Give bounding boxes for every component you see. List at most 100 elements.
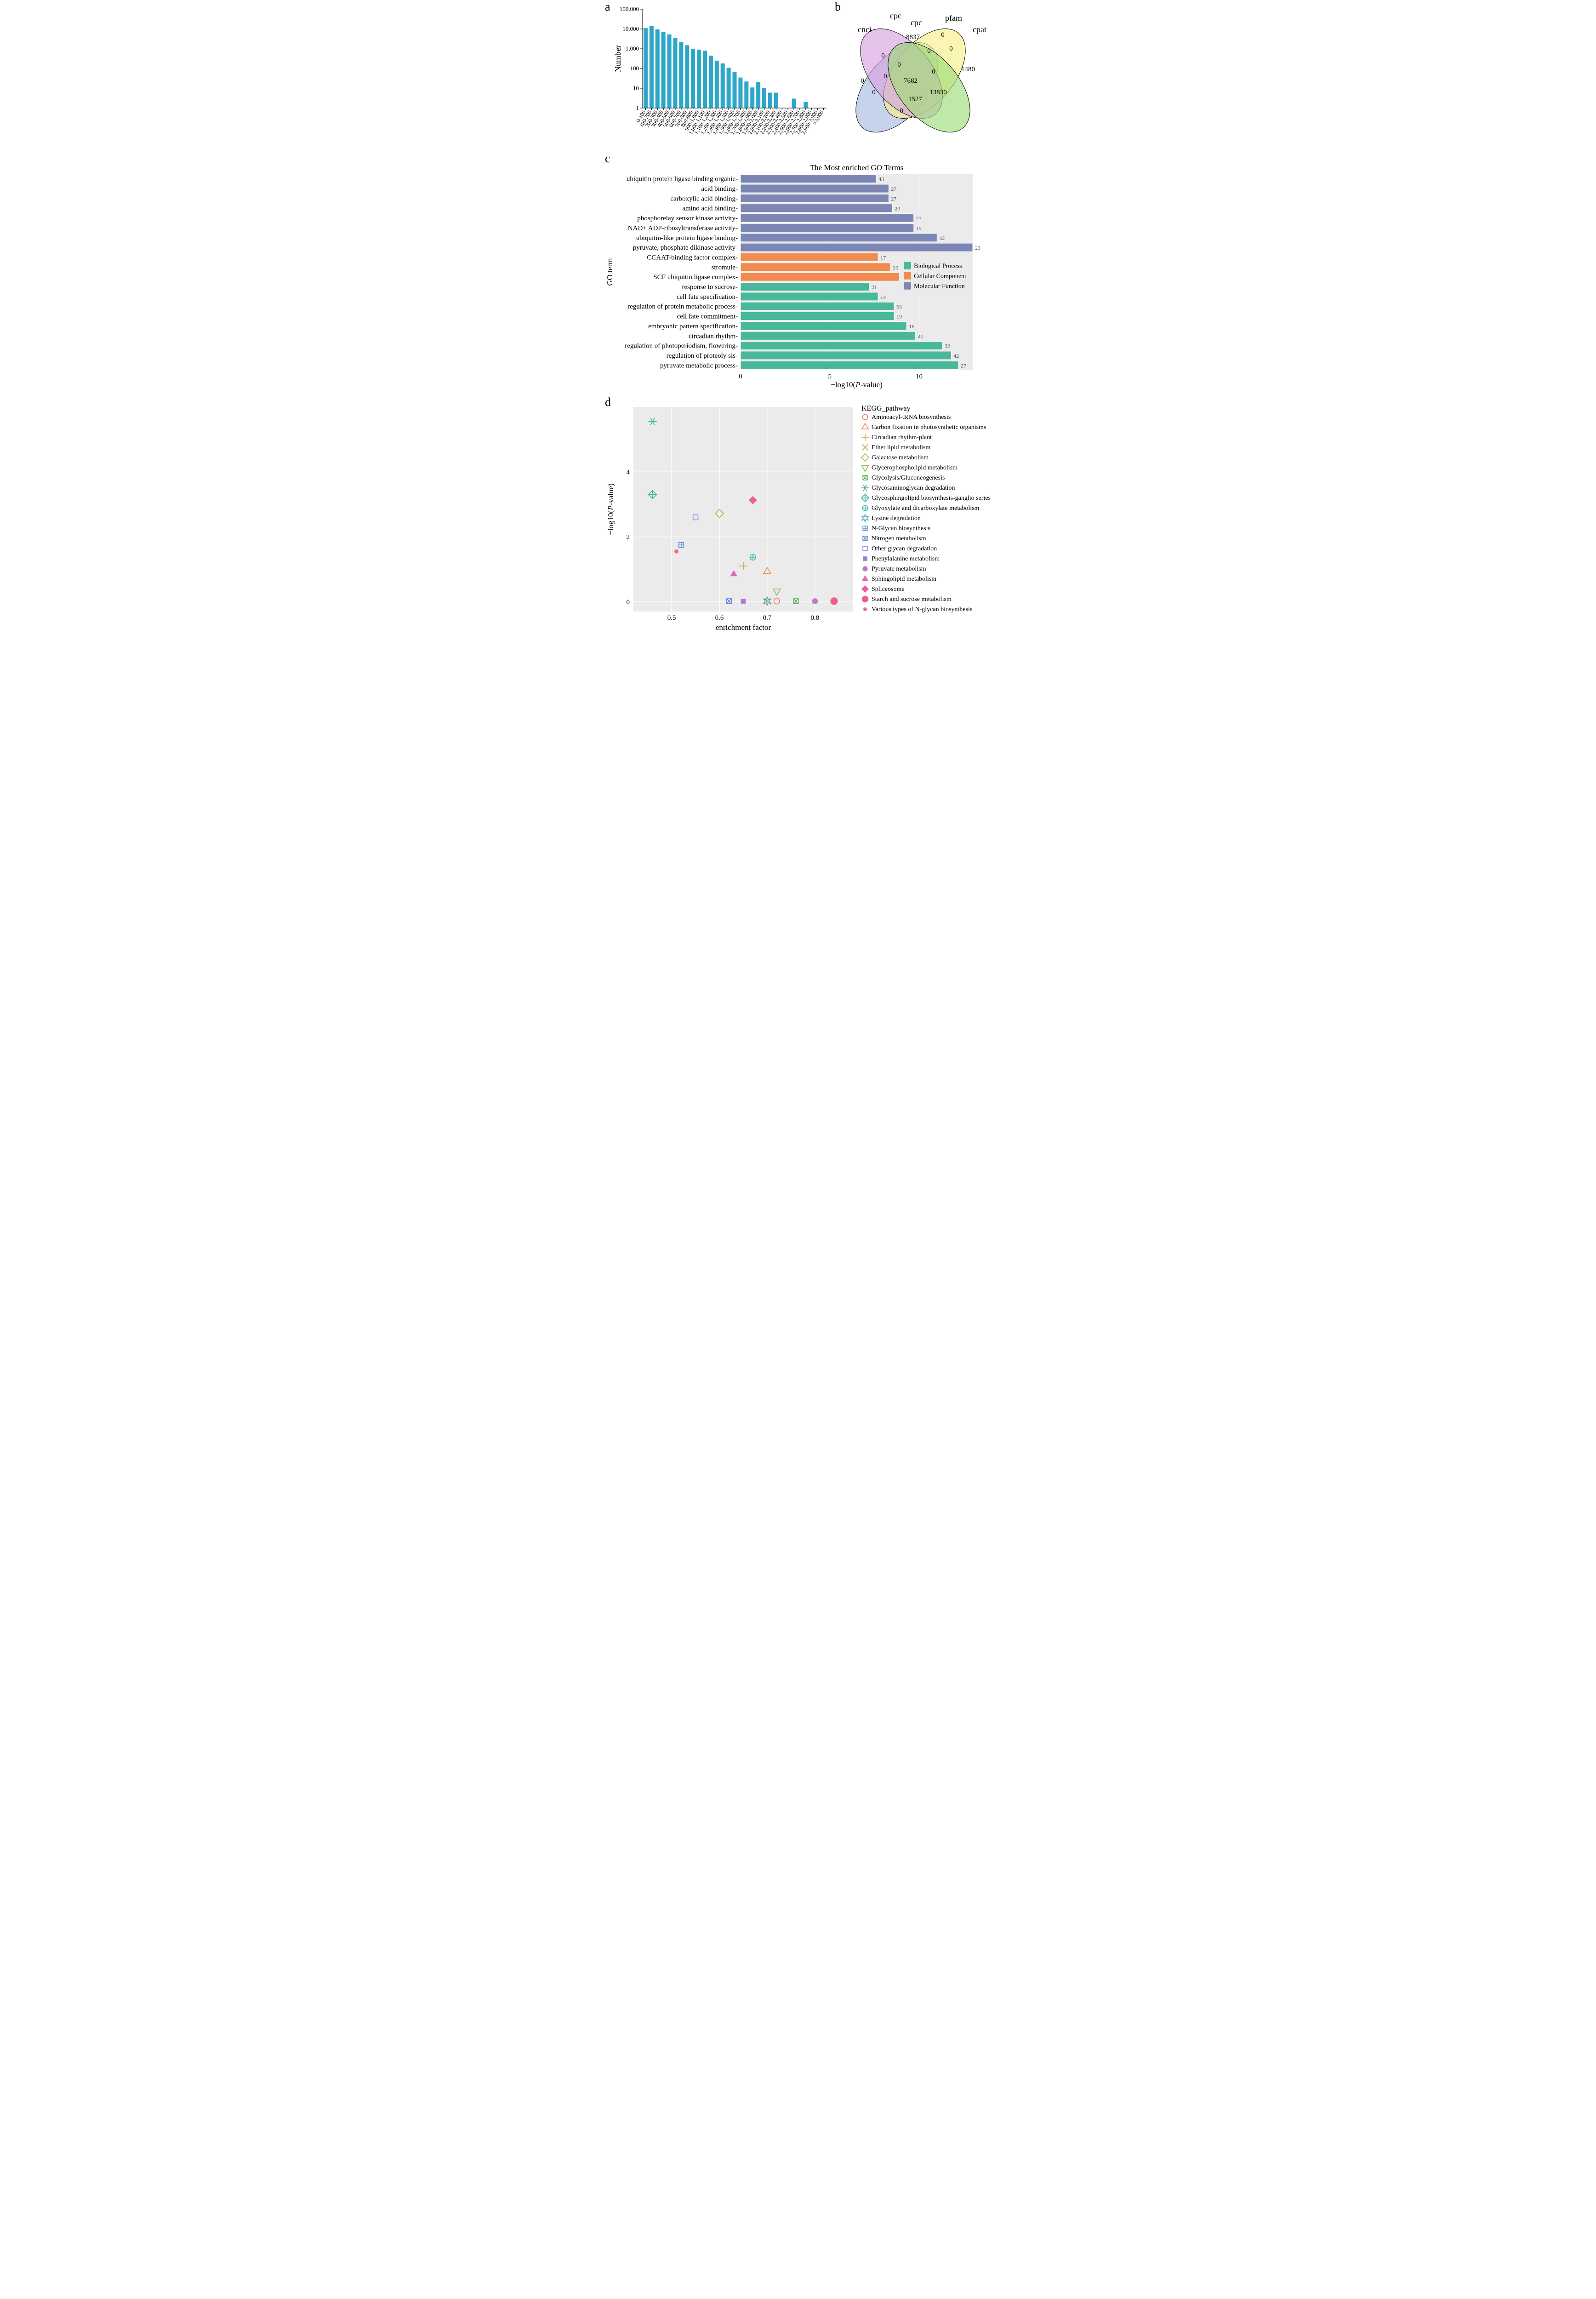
- svg-text:embryonic pattern specificatio: embryonic pattern specification-: [648, 323, 738, 330]
- svg-text:100: 100: [630, 65, 639, 72]
- svg-text:0: 0: [861, 77, 864, 85]
- svg-text:Aminoacyl-tRNA biosynthesis: Aminoacyl-tRNA biosynthesis: [872, 414, 951, 421]
- svg-text:NAD+ ADP-ribosyltransferase ac: NAD+ ADP-ribosyltransferase activity-: [628, 224, 738, 232]
- svg-text:32: 32: [945, 343, 950, 349]
- svg-text:20: 20: [895, 206, 900, 212]
- svg-text:ubiquitin-like protein ligase: ubiquitin-like protein ligase binding-: [636, 234, 738, 242]
- svg-text:KEGG_pathway: KEGG_pathway: [861, 405, 911, 412]
- svg-text:100,000: 100,000: [620, 6, 639, 12]
- svg-text:1527: 1527: [908, 96, 923, 103]
- svg-text:16: 16: [909, 323, 914, 330]
- svg-text:20: 20: [893, 264, 898, 271]
- svg-text:21: 21: [872, 284, 877, 291]
- svg-text:0: 0: [627, 599, 630, 606]
- svg-text:Phenylalanine metabolism: Phenylalanine metabolism: [872, 555, 940, 562]
- panel-b-venn: cncicpccpcpfamcpat0883701480000001383000…: [830, 5, 1000, 147]
- svg-text:response to sucrose-: response to sucrose-: [682, 284, 738, 291]
- svg-text:Circadian rhythm-plant: Circadian rhythm-plant: [872, 434, 932, 441]
- svg-text:8837: 8837: [906, 34, 920, 41]
- panel-d-chart: 0.5 0.6 0.7 0.8 0 2 4 enrichment factor −log10(P…: [605, 400, 991, 635]
- svg-text:10: 10: [633, 85, 639, 92]
- svg-text:Glycolysis/Gluconeogenesis: Glycolysis/Gluconeogenesis: [872, 475, 945, 481]
- svg-text:Various types of N-glycan bios: Various types of N-glycan biosynthesis: [872, 606, 972, 613]
- svg-text:0.8: 0.8: [810, 614, 819, 622]
- svg-text:stromule-: stromule-: [712, 264, 738, 271]
- svg-text:Sphingolipid metabolism: Sphingolipid metabolism: [872, 576, 936, 583]
- svg-text:−log10(P-value): −log10(P-value): [831, 380, 883, 389]
- svg-text:14: 14: [880, 294, 886, 300]
- svg-text:42: 42: [953, 353, 959, 359]
- svg-text:19: 19: [916, 225, 922, 231]
- svg-text:Molecular Function: Molecular Function: [914, 283, 965, 290]
- svg-text:10: 10: [916, 373, 923, 380]
- svg-text:Starch and sucrose metabolism: Starch and sucrose metabolism: [872, 596, 952, 603]
- svg-text:7682: 7682: [904, 77, 918, 85]
- svg-text:Cellular Component: Cellular Component: [914, 273, 966, 280]
- svg-text:0: 0: [941, 31, 945, 39]
- svg-text:0.5: 0.5: [667, 614, 676, 622]
- panel-c-chart: 0510ubiquitin protein ligase binding org…: [605, 161, 991, 391]
- svg-text:43: 43: [878, 176, 884, 183]
- svg-text:acid binding-: acid binding-: [701, 185, 738, 193]
- svg-text:27: 27: [961, 362, 966, 369]
- svg-text:pyruvate, phosphate dikinase a: pyruvate, phosphate dikinase activity-: [633, 244, 738, 252]
- panel-a-label: a: [605, 0, 610, 14]
- svg-text:0: 0: [872, 89, 876, 96]
- svg-text:Glycosaminoglycan degradation: Glycosaminoglycan degradation: [872, 485, 955, 492]
- svg-text:10,000: 10,000: [622, 25, 639, 32]
- svg-text:N-Glycan biosynthesis: N-Glycan biosynthesis: [872, 525, 930, 532]
- svg-text:regulation of proteoly sis-: regulation of proteoly sis-: [667, 352, 738, 360]
- svg-text:17: 17: [880, 254, 886, 261]
- svg-text:cnci: cnci: [858, 25, 872, 34]
- svg-text:Carbon fixation in photosynthe: Carbon fixation in photosynthetic organi…: [872, 424, 986, 431]
- svg-text:0: 0: [739, 373, 742, 380]
- svg-text:0: 0: [927, 47, 931, 55]
- svg-text:41: 41: [918, 333, 923, 339]
- svg-text:−log10(P-value): −log10(P-value): [606, 483, 615, 535]
- svg-text:CCAAT-binding factor complex-: CCAAT-binding factor complex-: [647, 254, 738, 261]
- svg-text:23: 23: [916, 215, 922, 222]
- svg-text:regulation of protein metaboli: regulation of protein metabolic process-: [627, 303, 738, 310]
- svg-text:ubiquitin protein ligase bindi: ubiquitin protein ligase binding organic…: [627, 176, 738, 183]
- svg-text:carboxylic acid binding-: carboxylic acid binding-: [670, 195, 738, 202]
- svg-text:amino acid binding-: amino acid binding-: [682, 205, 738, 212]
- svg-text:1,000: 1,000: [626, 45, 639, 52]
- panel-a-chart: 1101001,00010,000100,0000-100100-200200-…: [614, 5, 830, 152]
- svg-text:23: 23: [975, 245, 980, 251]
- svg-text:Glyoxylate and dicarboxylate m: Glyoxylate and dicarboxylate metabolism: [872, 505, 980, 512]
- svg-text:1480: 1480: [961, 66, 975, 73]
- svg-text:pfam: pfam: [945, 13, 962, 23]
- svg-text:Glycerophospholipid metabolism: Glycerophospholipid metabolism: [872, 464, 958, 471]
- svg-text:4: 4: [627, 469, 630, 476]
- svg-text:0.6: 0.6: [715, 614, 724, 622]
- svg-text:27: 27: [891, 195, 896, 202]
- svg-text:circadian rhythm-: circadian rhythm-: [689, 332, 738, 340]
- svg-text:pyruvate metabolic process-: pyruvate metabolic process-: [660, 362, 738, 369]
- svg-text:phosphorelay sensor kinase act: phosphorelay sensor kinase activity-: [637, 215, 738, 222]
- svg-text:Nitrogen metabolism: Nitrogen metabolism: [872, 535, 926, 542]
- svg-text:65: 65: [896, 303, 902, 310]
- svg-text:Biological Process: Biological Process: [914, 263, 962, 270]
- svg-text:GO term: GO term: [605, 258, 614, 286]
- svg-text:0: 0: [949, 45, 953, 52]
- svg-text:enrichment factor: enrichment factor: [716, 623, 771, 632]
- svg-text:Ether lipid metabolism: Ether lipid metabolism: [872, 444, 930, 451]
- svg-text:Glycosphingolipid biosynthesis: Glycosphingolipid biosynthesis-ganglio s…: [872, 495, 991, 502]
- svg-text:19: 19: [896, 314, 902, 320]
- svg-text:cpc: cpc: [911, 18, 922, 27]
- svg-text:cell fate commitment-: cell fate commitment-: [677, 313, 738, 320]
- svg-text:Number: Number: [614, 45, 622, 72]
- svg-text:1: 1: [636, 104, 639, 111]
- svg-text:cpat: cpat: [973, 25, 986, 34]
- svg-text:27: 27: [891, 186, 896, 192]
- svg-text:0: 0: [897, 61, 901, 69]
- svg-text:regulation of photoperiodism,: regulation of photoperiodism, flowering-: [625, 343, 738, 350]
- svg-text:2: 2: [627, 534, 630, 541]
- svg-text:42: 42: [939, 235, 945, 241]
- svg-text:0.7: 0.7: [763, 614, 772, 622]
- svg-text:0: 0: [881, 52, 885, 59]
- svg-text:cell fate specification-: cell fate specification-: [677, 293, 738, 301]
- svg-text:Pyruvate metabolism: Pyruvate metabolism: [872, 566, 926, 572]
- svg-text:Lysine degradation: Lysine degradation: [872, 515, 921, 522]
- svg-text:0: 0: [900, 107, 903, 114]
